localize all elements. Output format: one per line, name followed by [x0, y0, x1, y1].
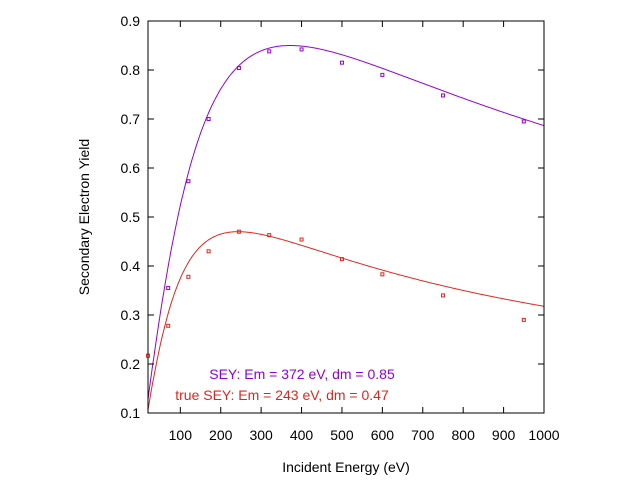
y-tick-label: 0.4	[121, 258, 141, 274]
y-tick-label: 0.1	[121, 405, 141, 421]
data-point	[339, 257, 344, 262]
x-tick-label: 900	[492, 427, 516, 443]
data-point	[440, 293, 445, 298]
y-tick-label: 0.2	[121, 356, 141, 372]
data-point	[236, 66, 241, 71]
data-point	[236, 229, 241, 234]
x-tick-label: 700	[411, 427, 435, 443]
data-point	[339, 60, 344, 65]
plot-frame	[147, 20, 545, 414]
y-tick-label: 0.3	[121, 307, 141, 323]
x-tick-label: 1000	[528, 427, 559, 443]
x-tick-label: 300	[249, 427, 273, 443]
data-point	[166, 286, 171, 291]
fit-curve-0	[148, 45, 544, 400]
data-point	[299, 47, 304, 52]
data-point	[380, 272, 385, 277]
data-point	[521, 317, 526, 322]
data-point	[521, 119, 526, 124]
x-tick-label: 600	[371, 427, 395, 443]
data-point	[299, 237, 304, 242]
data-point	[440, 93, 445, 98]
data-point	[380, 72, 385, 77]
data-point	[206, 249, 211, 254]
plot-area	[146, 45, 544, 411]
x-tick-label: 400	[290, 427, 314, 443]
y-tick-label: 0.9	[121, 13, 141, 29]
axes: 0.1 0.2 0.3 0.4 0.5 0.6 0.7 0.8 0.9 100 200 300 400 5…	[121, 13, 560, 443]
true-sey-fit-annotation: true SEY: Em = 243 eV, dm = 0.47	[175, 387, 389, 403]
fit-curve-1	[148, 231, 544, 411]
x-axis-label: Incident Energy (eV)	[282, 459, 410, 475]
x-tick-label: 100	[169, 427, 193, 443]
data-point	[186, 179, 191, 184]
data-point	[166, 323, 171, 328]
data-point	[206, 117, 211, 121]
x-tick-label: 200	[209, 427, 233, 443]
x-tick-label: 500	[330, 427, 354, 443]
y-axis-label: Secondary Electron Yield	[76, 139, 92, 295]
sey-fit-annotation: SEY: Em = 372 eV, dm = 0.85	[209, 366, 395, 382]
y-tick-label: 0.6	[121, 160, 141, 176]
y-tick-label: 0.8	[121, 62, 141, 78]
data-point	[267, 49, 272, 54]
y-tick-label: 0.5	[121, 209, 141, 225]
x-tick-label: 800	[452, 427, 476, 443]
data-point	[267, 233, 272, 238]
data-point	[186, 274, 191, 279]
y-tick-label: 0.7	[121, 111, 141, 127]
